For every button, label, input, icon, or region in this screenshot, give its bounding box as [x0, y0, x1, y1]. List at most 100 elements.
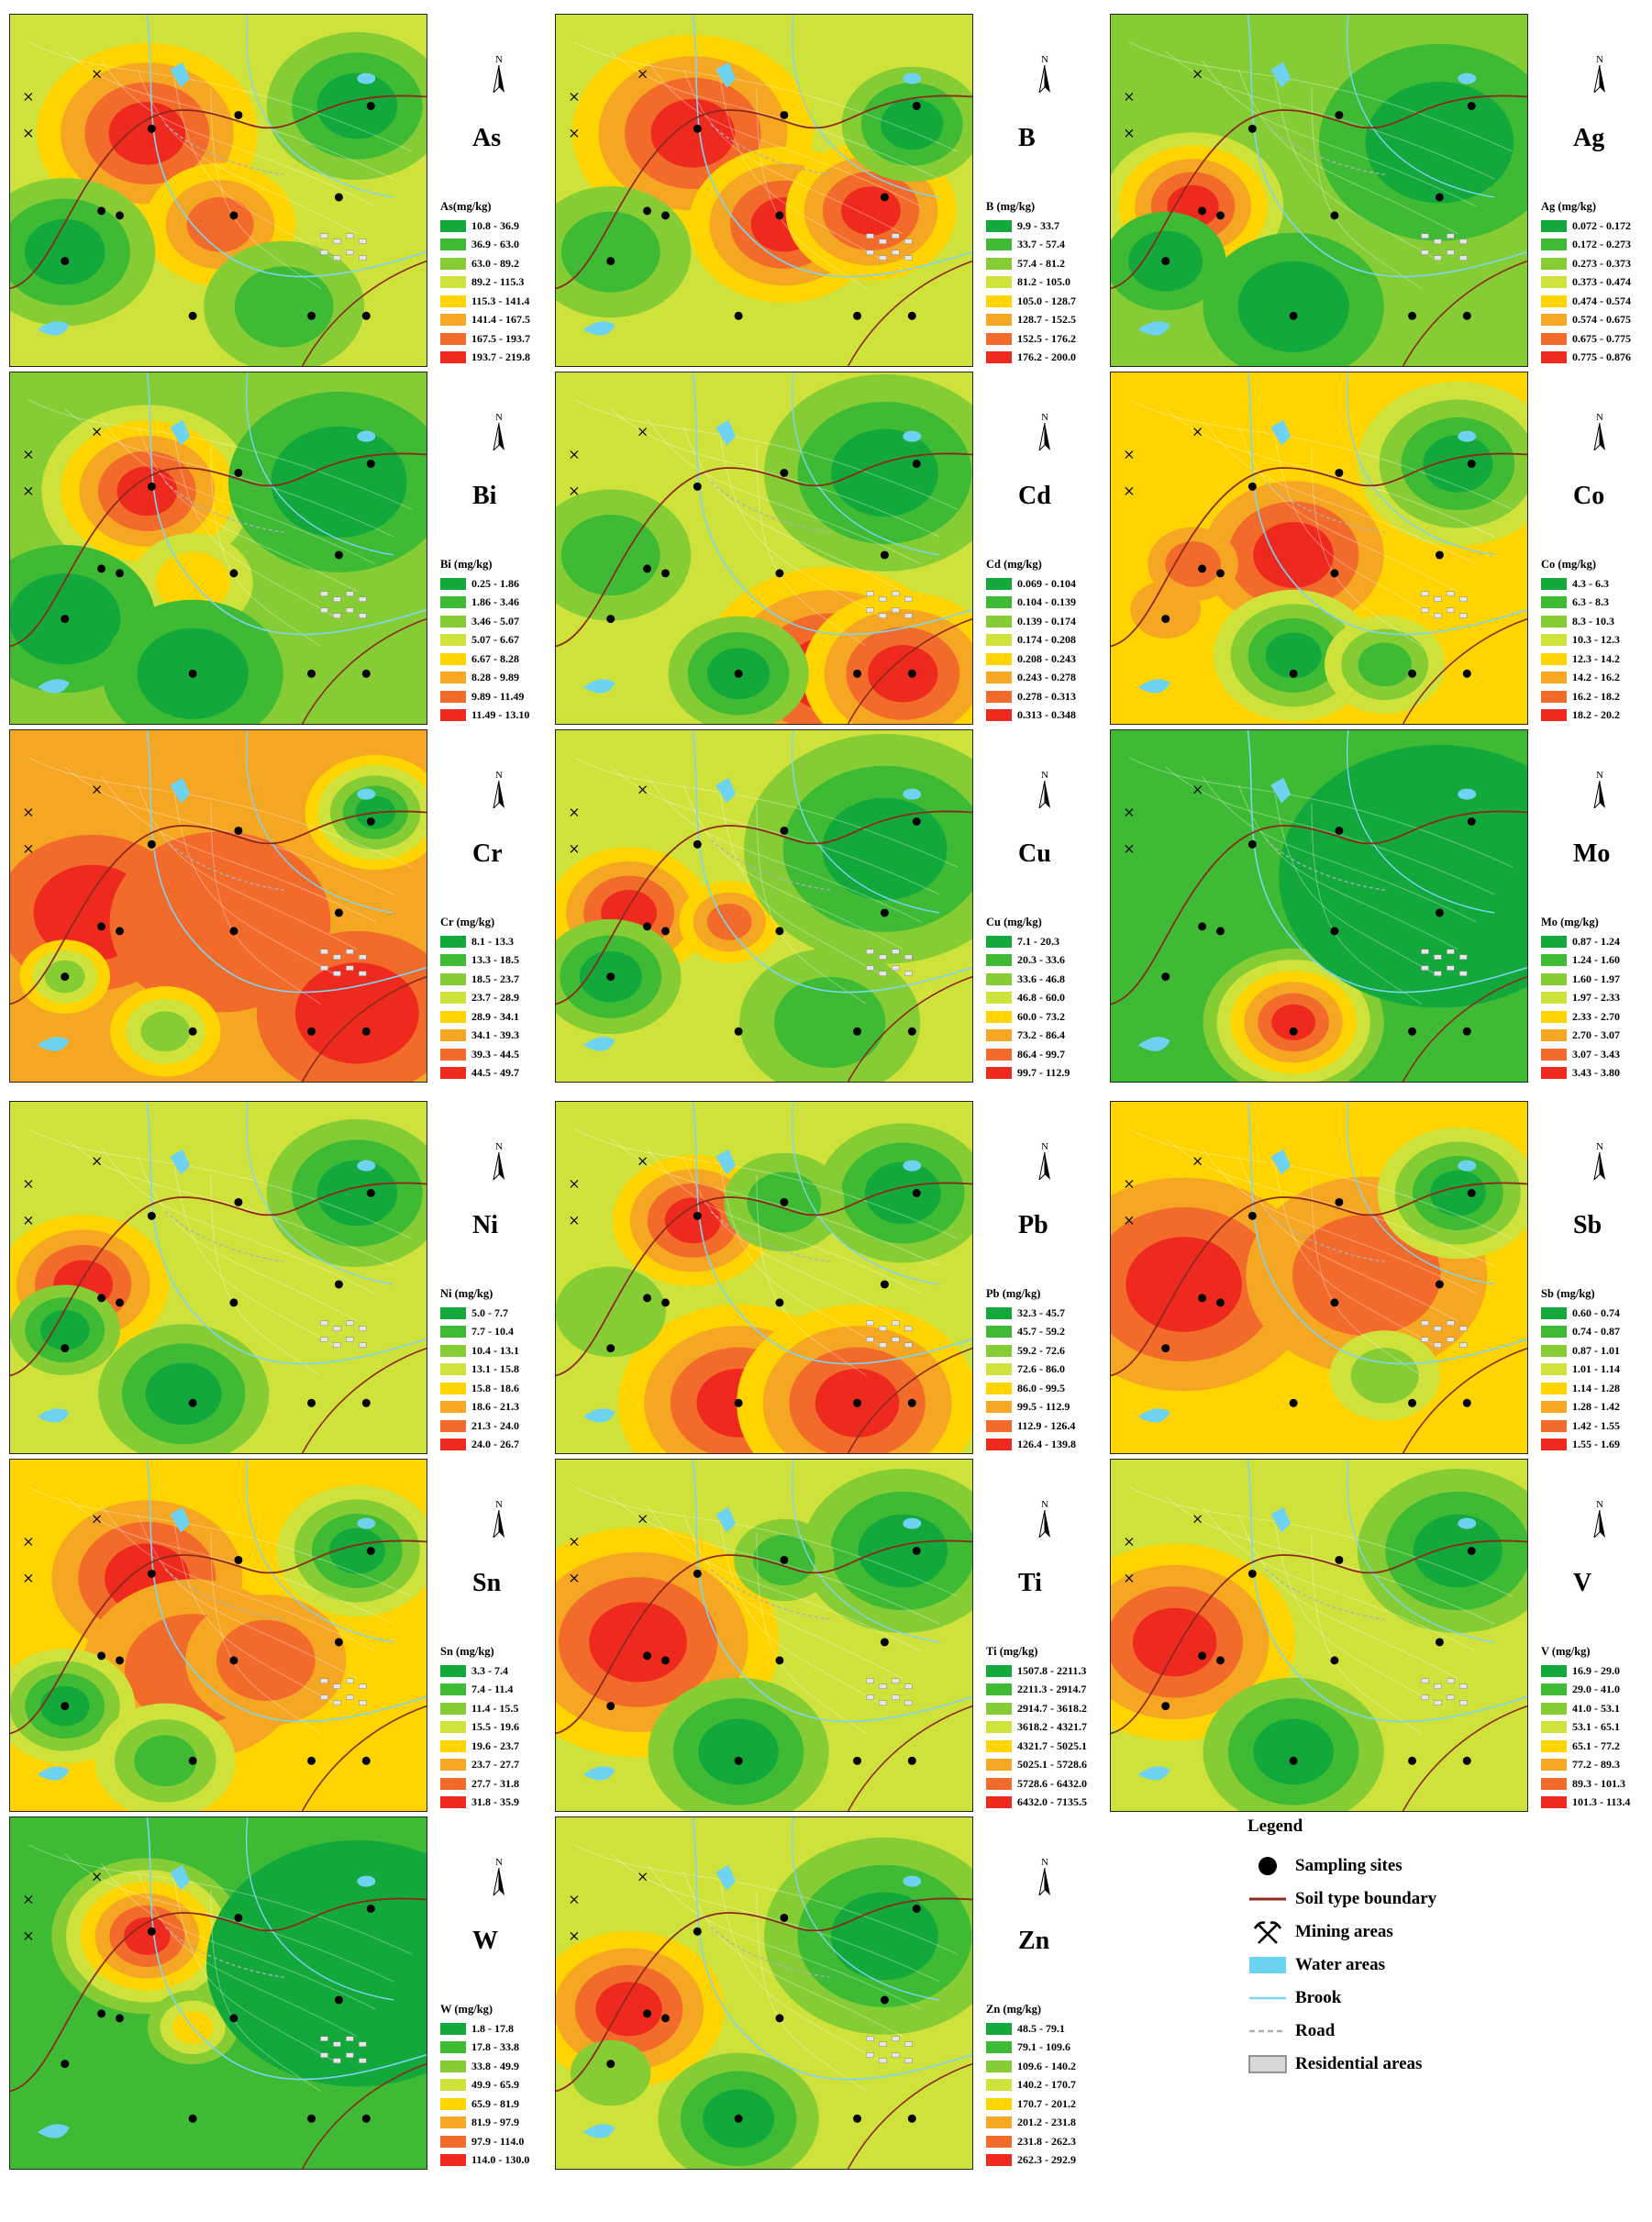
- legend-row: 65.9 - 81.9: [440, 2094, 567, 2114]
- legend-swatch: [440, 992, 466, 1005]
- legend-swatch: [1541, 1306, 1567, 1319]
- panel-co: N Co Co (mg/kg) 4.3 - 6.3 6.3 - 8.3 8.3 - 10.…: [1110, 372, 1652, 729]
- legend-swatch: [440, 1777, 466, 1790]
- legend-swatch: [440, 690, 466, 703]
- legend-row: 5728.6 - 6432.0: [986, 1774, 1113, 1794]
- legend-range: 170.7 - 201.2: [1017, 2096, 1076, 2110]
- legend-title: B (mg/kg): [986, 200, 1036, 213]
- element-label: Cr: [472, 839, 503, 868]
- legend-swatch: [1541, 1796, 1567, 1809]
- legend-range: 7.4 - 11.4: [471, 1683, 514, 1696]
- water-area-icon: [1247, 1951, 1288, 1979]
- legend-swatch: [440, 634, 466, 647]
- legend-swatch: [1541, 1363, 1567, 1376]
- interpolation-map: [555, 1816, 973, 2170]
- legend-row: 36.9 - 63.0: [440, 236, 567, 255]
- legend-range: 89.3 - 101.3: [1572, 1776, 1625, 1790]
- legend-swatch: [1541, 1010, 1567, 1023]
- legend-range: 0.278 - 0.313: [1017, 689, 1076, 703]
- legend-row: 81.2 - 105.0: [986, 273, 1113, 293]
- legend-swatch: [986, 239, 1012, 251]
- legend-row: 65.1 - 77.2: [1541, 1737, 1652, 1756]
- concentration-legend: Cu (mg/kg) 7.1 - 20.3 20.3 - 33.6 33.6 - 46…: [986, 916, 1113, 1083]
- legend-row: 7.4 - 11.4: [440, 1681, 567, 1700]
- legend-range: 167.5 - 193.7: [471, 331, 530, 345]
- legend-swatch: [986, 2060, 1012, 2072]
- panel-ti: N Ti Ti (mg/kg) 1507.8 - 2211.3 2211.3 - 291…: [555, 1459, 1124, 1816]
- element-label: Ti: [1018, 1569, 1042, 1597]
- panel-mo: N Mo Mo (mg/kg) 0.87 - 1.24 1.24 - 1.60 1.60 …: [1110, 729, 1652, 1087]
- legend-range: 2211.3 - 2914.7: [1017, 1683, 1087, 1696]
- legend-swatch: [440, 2154, 466, 2167]
- legend-swatch: [440, 954, 466, 967]
- legend-row: 12.3 - 14.2: [1541, 650, 1652, 669]
- legend-swatch: [440, 652, 466, 665]
- legend-row: 97.9 - 114.0: [440, 2132, 567, 2151]
- legend-item-label: Mining areas: [1295, 1922, 1393, 1941]
- legend-row: 89.2 - 115.3: [440, 273, 567, 293]
- legend-swatch: [440, 1363, 466, 1376]
- element-label: Bi: [472, 482, 497, 510]
- legend-range: 1.8 - 17.8: [471, 2021, 514, 2035]
- north-arrow-icon: N: [1036, 1141, 1054, 1185]
- legend-row: 48.5 - 79.1: [986, 2019, 1113, 2039]
- legend-swatch: [1541, 1419, 1567, 1432]
- legend-swatch: [440, 1419, 466, 1432]
- panel-as: N As As(mg/kg) 10.8 - 36.9 36.9 - 63.0 63.0 -…: [9, 14, 578, 372]
- legend-row: 86.0 - 99.5: [986, 1379, 1113, 1398]
- legend-row: 0.104 - 0.139: [986, 594, 1113, 613]
- legend-range: 112.9 - 126.4: [1017, 1418, 1076, 1432]
- legend-row: 140.2 - 170.7: [986, 2076, 1113, 2095]
- legend-row: 20.3 - 33.6: [986, 951, 1113, 971]
- element-label: Cd: [1018, 482, 1051, 510]
- panel-ag: N Ag Ag (mg/kg) 0.072 - 0.172 0.172 - 0.273 0…: [1110, 14, 1652, 372]
- legend-swatch: [986, 276, 1012, 289]
- legend-swatch: [986, 1439, 1012, 1451]
- legend-title: Bi (mg/kg): [440, 558, 493, 571]
- legend-swatch: [440, 239, 466, 251]
- interpolation-map: [9, 1816, 427, 2170]
- interpolation-map: [9, 14, 427, 367]
- legend-swatch: [1541, 1067, 1567, 1080]
- legend-swatch: [986, 1344, 1012, 1357]
- legend-item-road: Road: [1247, 2015, 1523, 2048]
- legend-swatch: [1541, 1721, 1567, 1734]
- legend-row: 79.1 - 109.6: [986, 2039, 1113, 2058]
- legend-range: 0.072 - 0.172: [1572, 218, 1631, 232]
- legend-row: 4.3 - 6.3: [1541, 574, 1652, 594]
- legend-row: 16.2 - 18.2: [1541, 687, 1652, 706]
- legend-swatch: [440, 1382, 466, 1394]
- legend-swatch: [986, 1777, 1012, 1790]
- legend-range: 8.1 - 13.3: [471, 934, 514, 948]
- legend-swatch: [986, 709, 1012, 722]
- legend-range: 152.5 - 176.2: [1017, 331, 1076, 345]
- element-label: V: [1573, 1569, 1592, 1597]
- legend-title: W (mg/kg): [440, 2003, 493, 2016]
- legend-title: Zn (mg/kg): [986, 2003, 1042, 2016]
- legend-row: 99.5 - 112.9: [986, 1398, 1113, 1417]
- legend-row: 9.89 - 11.49: [440, 687, 567, 706]
- legend-row: 5.0 - 7.7: [440, 1304, 567, 1323]
- legend-row: 0.25 - 1.86: [440, 574, 567, 594]
- interpolation-map: [1110, 1459, 1528, 1812]
- panel-ni: N Ni Ni (mg/kg) 5.0 - 7.7 7.7 - 10.4 10.4 - 1…: [9, 1101, 578, 1459]
- legend-swatch: [986, 690, 1012, 703]
- legend-range: 72.6 - 86.0: [1017, 1362, 1065, 1376]
- legend-swatch: [1541, 1739, 1567, 1752]
- legend-swatch: [440, 2022, 466, 2035]
- legend-range: 59.2 - 72.6: [1017, 1343, 1065, 1357]
- legend-range: 33.6 - 46.8: [1017, 972, 1065, 985]
- legend-range: 10.4 - 13.1: [471, 1343, 519, 1357]
- legend-row: 0.87 - 1.24: [1541, 932, 1652, 951]
- legend-swatch: [986, 954, 1012, 967]
- legend-range: 126.4 - 139.8: [1017, 1438, 1076, 1451]
- legend-row: 0.474 - 0.574: [1541, 292, 1652, 311]
- legend-swatch: [1541, 935, 1567, 948]
- legend-row: 0.072 - 0.172: [1541, 217, 1652, 236]
- legend-swatch: [986, 596, 1012, 609]
- legend-row: 0.273 - 0.373: [1541, 254, 1652, 273]
- legend-swatch: [986, 332, 1012, 345]
- legend-swatch: [986, 1796, 1012, 1809]
- concentration-legend: B (mg/kg) 9.9 - 33.7 33.7 - 57.4 57.4 - 81.…: [986, 200, 1113, 367]
